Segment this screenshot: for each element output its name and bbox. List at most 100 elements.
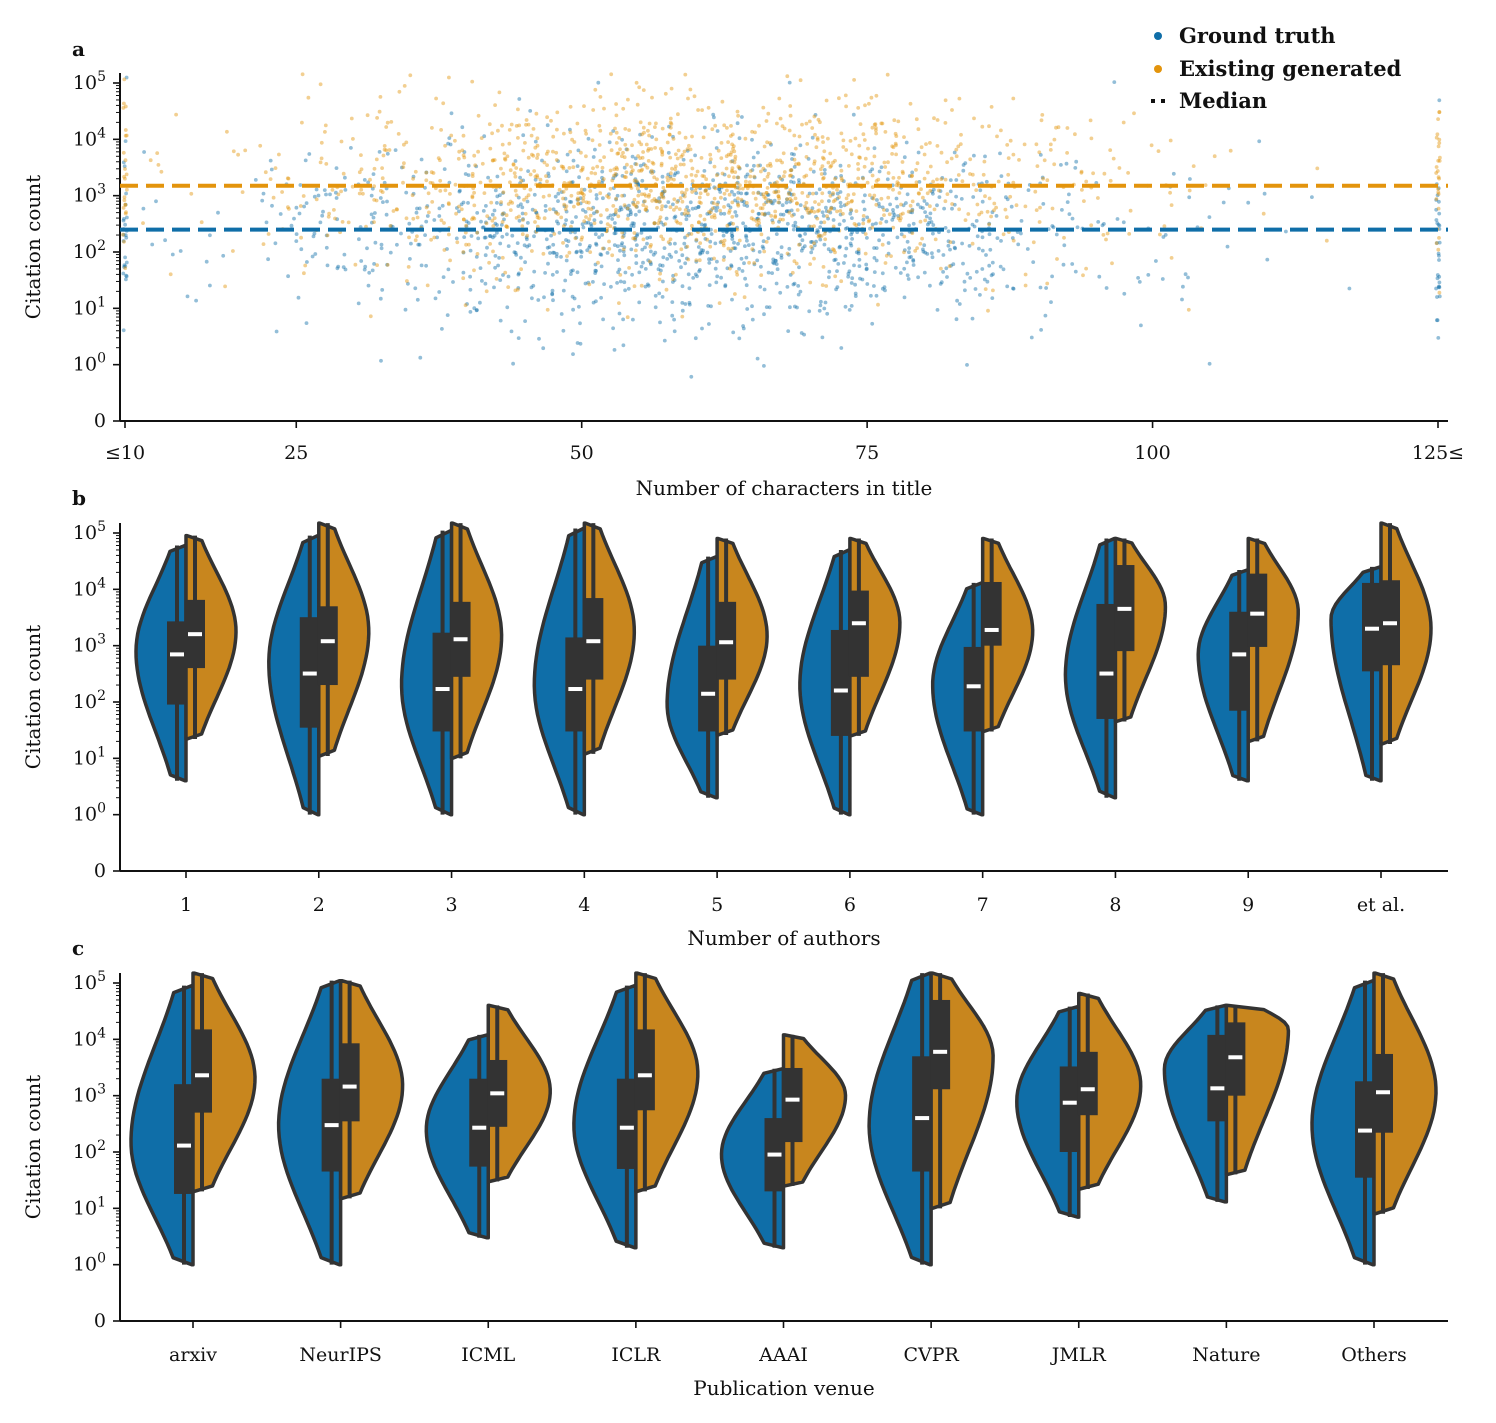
scatter-point (1435, 318, 1439, 323)
scatter-point (671, 273, 675, 278)
scatter-point (1436, 175, 1441, 180)
scatter-point (910, 170, 915, 175)
scatter-point (790, 157, 794, 161)
scatter-point (930, 251, 934, 256)
scatter-point (302, 271, 306, 276)
scatter-point (260, 198, 265, 203)
scatter-point (524, 195, 529, 200)
scatter-point (757, 250, 762, 254)
scatter-point (786, 192, 791, 196)
scatter-point (818, 303, 823, 308)
scatter-point (838, 200, 843, 205)
scatter-point (932, 116, 936, 121)
scatter-point (967, 244, 972, 248)
scatter-point (989, 273, 994, 278)
scatter-point (429, 170, 434, 175)
scatter-point (729, 263, 734, 268)
scatter-point (373, 240, 378, 245)
scatter-point (736, 190, 741, 195)
scatter-point (609, 148, 614, 153)
scatter-point (633, 162, 638, 166)
scatter-point (735, 180, 740, 185)
scatter-point (598, 95, 603, 99)
scatter-point (487, 234, 492, 238)
scatter-point (737, 165, 742, 170)
scatter-point (840, 178, 844, 183)
scatter-point (948, 189, 953, 194)
scatter-point (568, 130, 573, 135)
scatter-point (975, 202, 980, 207)
scatter-point (870, 225, 875, 230)
scatter-point (1005, 143, 1010, 147)
scatter-point (551, 134, 556, 139)
scatter-point (642, 222, 647, 226)
scatter-point (769, 142, 773, 147)
scatter-point (576, 201, 580, 206)
scatter-point (660, 204, 665, 209)
scatter-point (854, 223, 859, 228)
scatter-point (908, 203, 913, 208)
scatter-point (778, 290, 783, 295)
scatter-point (559, 215, 564, 220)
scatter-point (759, 169, 763, 174)
scatter-point (575, 196, 580, 201)
scatter-point (924, 142, 928, 147)
scatter-point (718, 208, 722, 213)
scatter-point (472, 190, 476, 195)
scatter-point (430, 200, 435, 204)
scatter-point (495, 194, 500, 199)
scatter-point (1034, 208, 1039, 213)
scatter-point (639, 283, 644, 288)
scatter-point (531, 153, 536, 158)
scatter-point (896, 214, 901, 218)
scatter-point (817, 208, 821, 213)
scatter-point (621, 247, 626, 252)
x-tick-label: 9 (1242, 894, 1254, 916)
scatter-point (1437, 258, 1441, 262)
scatter-point (820, 283, 825, 287)
scatter-point (334, 166, 339, 171)
scatter-point (1102, 171, 1107, 176)
scatter-point (640, 178, 645, 183)
scatter-point (765, 199, 770, 204)
scatter-point (713, 266, 718, 271)
scatter-point (797, 178, 801, 182)
scatter-point (805, 142, 810, 146)
scatter-point (236, 152, 241, 157)
scatter-point (740, 115, 744, 119)
scatter-point (857, 222, 861, 227)
scatter-point (472, 153, 477, 158)
scatter-point (922, 199, 927, 203)
scatter-point (516, 272, 521, 277)
scatter-point (231, 149, 236, 154)
scatter-point (628, 210, 633, 215)
x-tick-label: 6 (844, 894, 856, 916)
scatter-point (468, 274, 472, 279)
scatter-point (850, 199, 854, 203)
scatter-point (380, 190, 385, 195)
scatter-point (709, 304, 713, 309)
scatter-point (864, 266, 869, 271)
scatter-point (803, 232, 807, 236)
scatter-point (554, 209, 558, 214)
scatter-point (461, 133, 466, 138)
scatter-point (823, 300, 828, 305)
scatter-point (571, 352, 575, 356)
scatter-point (413, 286, 418, 291)
scatter-point (963, 218, 968, 223)
scatter-point (1139, 323, 1143, 328)
scatter-point (857, 264, 862, 268)
scatter-point (805, 208, 809, 212)
scatter-point (791, 180, 796, 185)
scatter-point (554, 150, 559, 155)
scatter-point (643, 245, 647, 250)
scatter-point (689, 232, 694, 236)
scatter-point (554, 251, 559, 256)
scatter-point (580, 191, 585, 196)
scatter-point (717, 187, 722, 191)
scatter-point (915, 161, 920, 166)
scatter-point (417, 206, 422, 211)
scatter-point (740, 186, 745, 191)
scatter-point (872, 256, 877, 260)
scatter-point (690, 190, 695, 194)
